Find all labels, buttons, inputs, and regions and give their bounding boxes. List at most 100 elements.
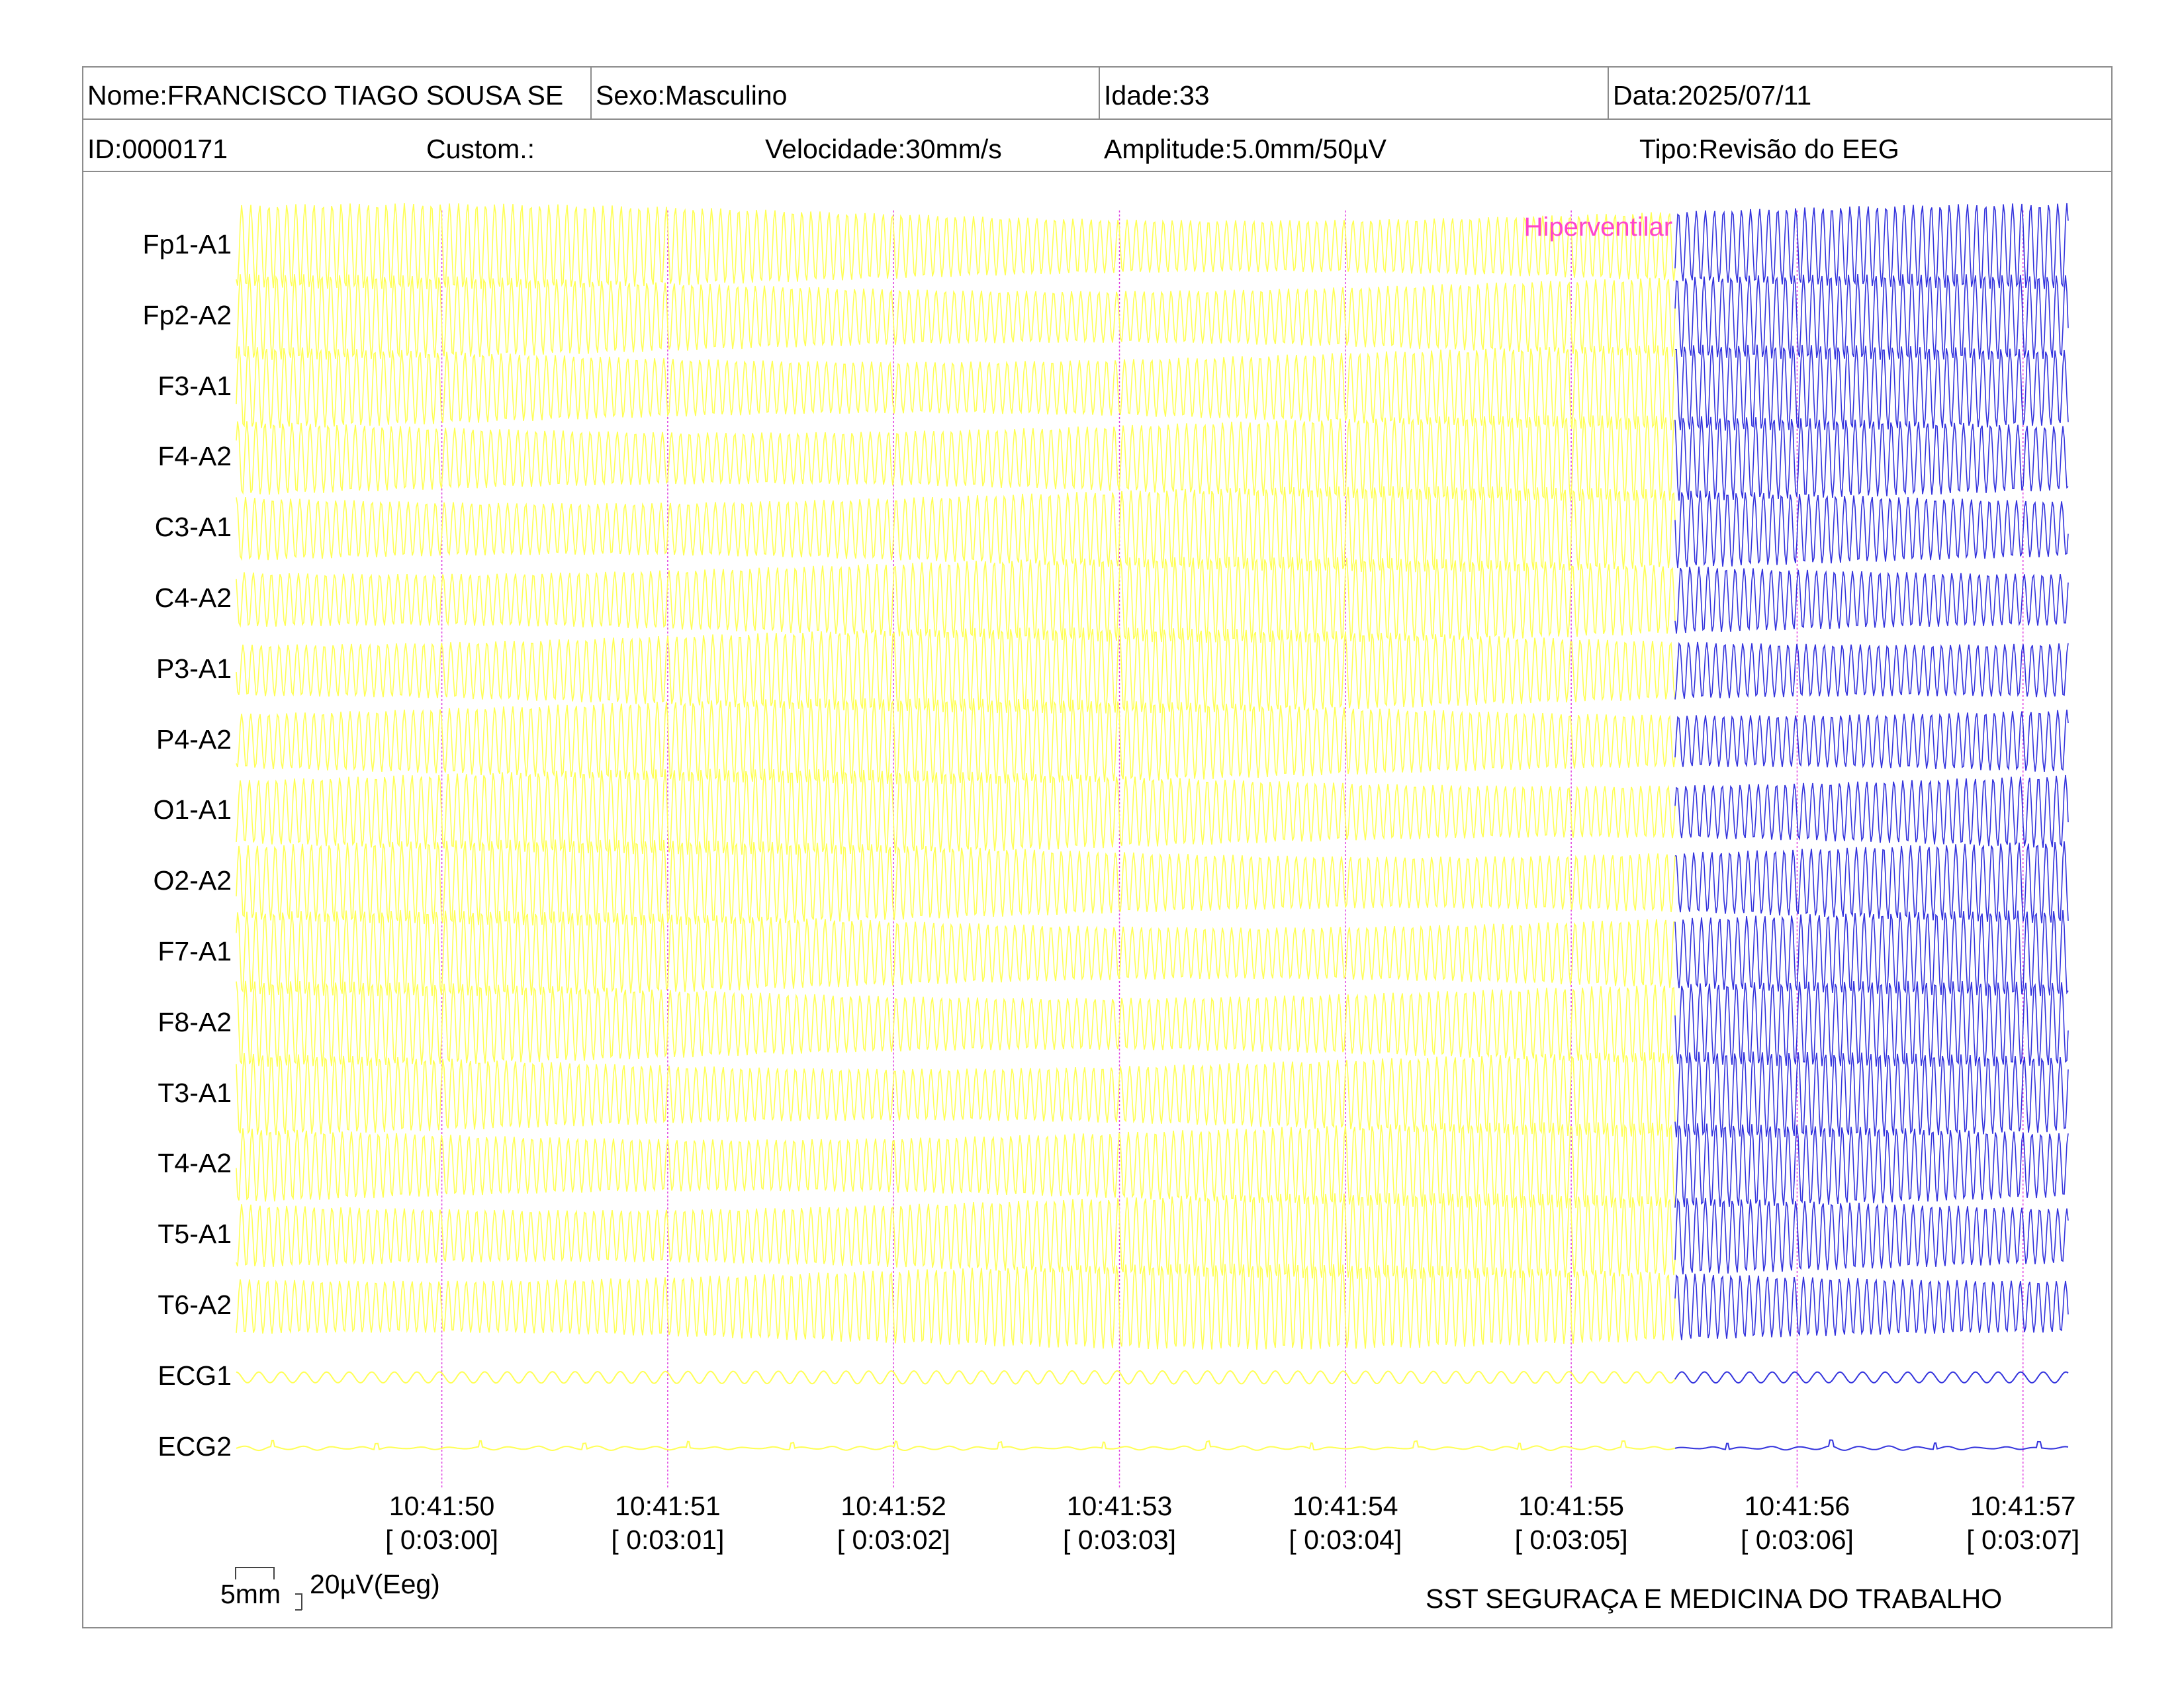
company-name: SST SEGURAÇA E MEDICINA DO TRABALHO — [1426, 1583, 2003, 1614]
trace-segment-before — [236, 203, 1676, 290]
channel-label: P3-A1 — [156, 653, 232, 684]
patient-id: ID:0000171 — [87, 134, 228, 164]
channel-label: F8-A2 — [158, 1006, 232, 1037]
event-label: Hiperventilar — [1524, 212, 1673, 242]
trace-segment-before — [236, 486, 1676, 573]
channel-label: ECG2 — [158, 1430, 232, 1462]
trace-segment-after — [1674, 491, 2069, 569]
trace-segment-after — [1674, 566, 2069, 634]
scale-time-label: 5mm — [220, 1579, 281, 1609]
channel-label: ECG1 — [158, 1360, 232, 1391]
time-tick-elapsed: [ 0:03:03] — [1063, 1524, 1176, 1555]
channel-label: O2-A2 — [153, 865, 232, 896]
time-tick-clock: 10:41:55 — [1518, 1491, 1624, 1521]
scale-amplitude-label: 20µV(Eeg) — [310, 1569, 440, 1599]
trace-segment-before — [236, 1263, 1676, 1350]
trace-segment-after — [1674, 841, 2069, 923]
time-tick-clock: 10:41:57 — [1970, 1491, 2076, 1521]
channel-label: T6-A2 — [158, 1289, 232, 1320]
custom-field: Custom.: — [426, 134, 535, 164]
trace-segment-before — [236, 1122, 1676, 1209]
time-tick-clock: 10:41:56 — [1744, 1491, 1850, 1521]
header-row-patient: Nome:FRANCISCO TIAGO SOUSA SE Sexo:Mascu… — [82, 66, 2113, 118]
channel-label: F4-A2 — [158, 441, 232, 472]
patient-sex: Sexo:Masculino — [596, 80, 788, 111]
time-tick-label: 10:41:51[ 0:03:01] — [595, 1489, 741, 1557]
trace-segment-before — [236, 345, 1676, 430]
trace-segment-after — [1675, 344, 2069, 431]
header-divider — [1099, 66, 1100, 118]
channel-label: Fp2-A2 — [142, 299, 232, 330]
time-tick-elapsed: [ 0:03:00] — [385, 1524, 499, 1555]
time-tick-clock: 10:41:50 — [388, 1491, 495, 1521]
channel-label: T3-A1 — [158, 1077, 232, 1108]
time-tick-label: 10:41:57[ 0:03:07] — [1950, 1489, 2096, 1557]
trace-segment-after — [1674, 980, 2069, 1067]
trace-segment-before — [236, 273, 1676, 360]
channel-label: C3-A1 — [154, 512, 232, 543]
header-row-exam: ID:0000171 Custom.: Velocidade:30mm/s Am… — [82, 118, 2113, 172]
channel-label: Fp1-A1 — [142, 229, 232, 259]
channel-label: C4-A2 — [154, 583, 232, 613]
time-tick-elapsed: [ 0:03:05] — [1514, 1524, 1628, 1555]
time-tick-clock: 10:41:51 — [615, 1491, 721, 1521]
channel-label: T5-A1 — [158, 1219, 232, 1250]
header-divider — [1608, 66, 1609, 118]
amplitude-setting: Amplitude:5.0mm/50µV — [1104, 134, 1387, 164]
patient-name: Nome:FRANCISCO TIAGO SOUSA SE — [87, 80, 564, 111]
trace-segment-after — [1674, 1371, 2069, 1384]
channel-label: F3-A1 — [158, 370, 232, 401]
trace-segment-after — [1674, 1197, 2069, 1275]
speed-setting: Velocidade:30mm/s — [765, 134, 1002, 164]
channel-label: P4-A2 — [156, 724, 232, 755]
trace-segment-before — [236, 839, 1676, 926]
channel-label: F7-A1 — [158, 936, 232, 966]
trace-segment-after — [1674, 910, 2069, 996]
trace-segment-after — [1674, 710, 2069, 773]
time-tick-elapsed: [ 0:03:04] — [1289, 1524, 1402, 1555]
trace-segment-before — [236, 557, 1676, 643]
trace-segment-after — [1674, 641, 2069, 700]
scale-bar-icon — [235, 1567, 302, 1611]
time-tick-clock: 10:41:54 — [1293, 1491, 1398, 1521]
trace-segment-before — [236, 769, 1676, 855]
channel-label-column: Fp1-A1 Fp2-A2 F3-A1 F4-A2 C3-A1 C4-A2 P3-A1 P4-… — [86, 0, 232, 1688]
report-frame — [82, 66, 2113, 1628]
time-tick-elapsed: [ 0:03:07] — [1966, 1524, 2080, 1555]
time-tick-label: 10:41:56[ 0:03:06] — [1724, 1489, 1870, 1557]
trace-segment-before — [236, 1052, 1676, 1137]
time-tick-clock: 10:41:52 — [841, 1491, 946, 1521]
exam-date: Data:2025/07/11 — [1613, 80, 1812, 111]
trace-segment-before — [236, 698, 1676, 784]
patient-age: Idade:33 — [1104, 80, 1210, 111]
time-tick-label: 10:41:54[ 0:03:04] — [1273, 1489, 1418, 1557]
time-tick-clock: 10:41:53 — [1066, 1491, 1173, 1521]
channel-label: O1-A1 — [153, 794, 232, 825]
time-tick-label: 10:41:55[ 0:03:05] — [1498, 1489, 1644, 1557]
trace-segment-after — [1674, 273, 2069, 360]
trace-segment-after — [1674, 416, 2069, 501]
trace-segment-before — [236, 415, 1676, 502]
trace-segment-before — [236, 1370, 1676, 1385]
exam-type: Tipo:Revisão do EEG — [1639, 134, 1899, 164]
trace-segment-before — [236, 910, 1676, 996]
header-divider — [590, 66, 592, 118]
time-tick-elapsed: [ 0:03:01] — [611, 1524, 725, 1555]
time-tick-elapsed: [ 0:03:06] — [1740, 1524, 1854, 1555]
time-tick-label: 10:41:53[ 0:03:03] — [1047, 1489, 1193, 1557]
channel-label: T4-A2 — [158, 1148, 232, 1179]
trace-segment-after — [1674, 1439, 2069, 1451]
trace-segment-after — [1674, 1051, 2069, 1138]
trace-segment-after — [1674, 774, 2069, 848]
trace-segment-after — [1674, 1274, 2069, 1340]
trace-segment-before — [236, 627, 1676, 714]
trace-segment-before — [236, 1440, 1676, 1452]
trace-segment-after — [1674, 1123, 2069, 1208]
time-tick-elapsed: [ 0:03:02] — [837, 1524, 950, 1555]
trace-segment-after — [1674, 203, 2069, 289]
time-tick-label: 10:41:52[ 0:03:02] — [821, 1489, 966, 1557]
trace-segment-before — [236, 1193, 1676, 1280]
trace-segment-before — [236, 980, 1676, 1067]
